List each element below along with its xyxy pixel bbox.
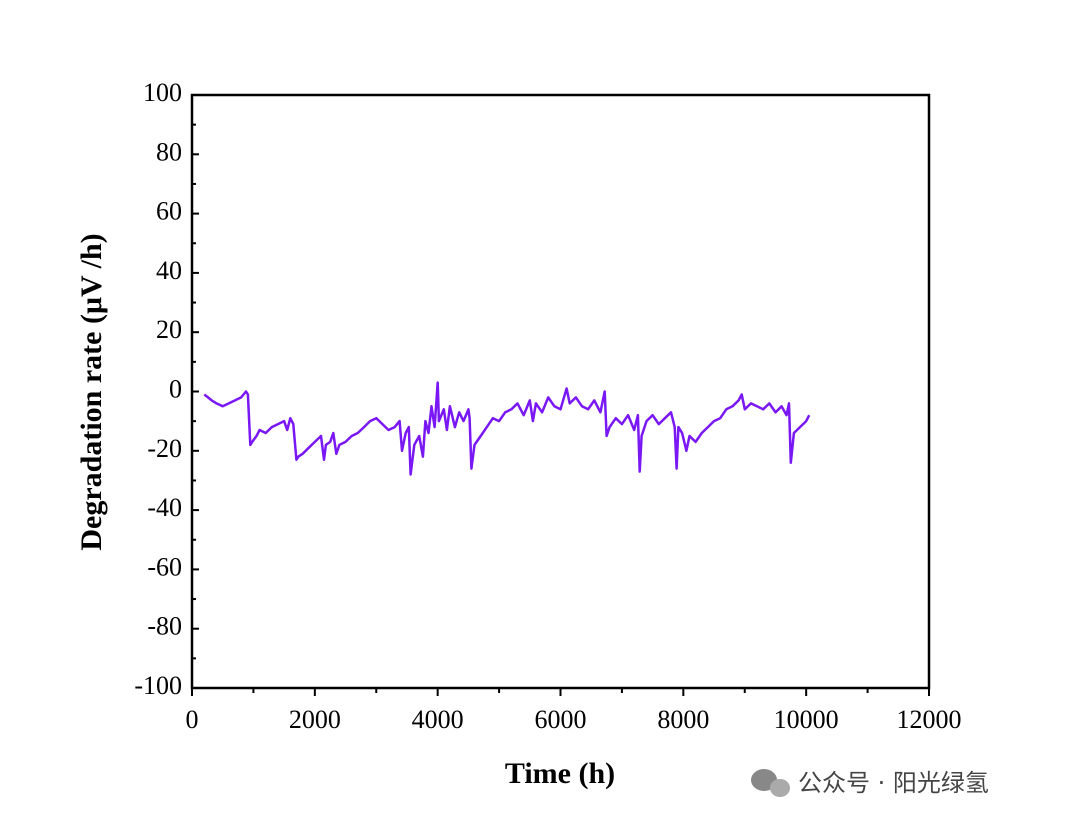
data-line — [203, 381, 811, 476]
y-tick-label: 40 — [156, 256, 182, 285]
x-tick-label: 4000 — [412, 705, 464, 734]
y-tick-label: 0 — [169, 374, 182, 403]
x-tick-label: 12000 — [897, 705, 962, 734]
watermark: 公众号 · 阳光绿氢 — [798, 769, 989, 797]
x-axis-label: Time (h) — [505, 757, 615, 790]
y-tick-label: 100 — [143, 78, 182, 107]
y-tick-label: 20 — [156, 315, 182, 344]
x-tick-label: 0 — [186, 705, 199, 734]
y-tick-label: -40 — [147, 493, 182, 522]
y-axis-label: Degradation rate (μV /h) — [75, 233, 108, 550]
x-tick-label: 2000 — [289, 705, 341, 734]
y-tick-label: -60 — [147, 552, 182, 581]
y-tick-label: -100 — [134, 671, 182, 700]
y-tick-label: 80 — [156, 137, 182, 166]
x-tick-label: 6000 — [535, 705, 587, 734]
x-tick-label: 8000 — [657, 705, 709, 734]
x-tick-label: 10000 — [774, 705, 839, 734]
plot-frame — [190, 93, 931, 690]
y-tick-label: 60 — [156, 197, 182, 226]
watermark-icon — [751, 769, 790, 797]
y-tick-label: -20 — [147, 434, 182, 463]
y-tick-label: -80 — [147, 612, 182, 641]
